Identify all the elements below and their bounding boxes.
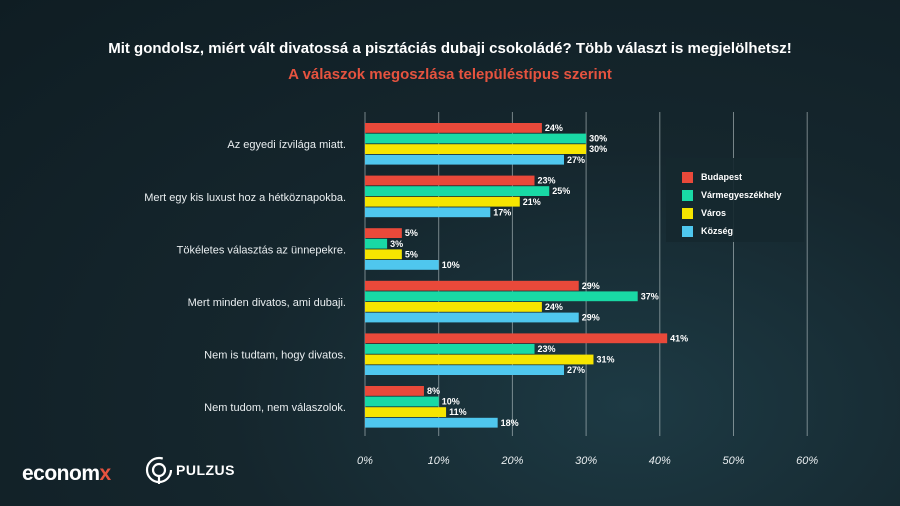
legend-item-varmegyeszekhely: Vármegyeszékhely (682, 188, 782, 202)
x-tick-label: 10% (428, 455, 450, 467)
x-tick-label: 20% (500, 455, 523, 467)
bar-vármegyeszékhely (365, 344, 535, 354)
data-label: 10% (442, 397, 460, 407)
data-label: 24% (545, 302, 563, 312)
chart-title: Mit gondolsz, miért vált divatossá a pis… (108, 40, 792, 57)
pulzus-logo: PULZUS (144, 455, 235, 485)
x-tick-label: 60% (796, 455, 818, 467)
data-label: 23% (538, 344, 556, 354)
data-label: 3% (390, 239, 403, 249)
category-label: Mert minden divatos, ami dubaji. (188, 297, 346, 309)
bar-város (365, 196, 520, 207)
data-label: 30% (589, 134, 607, 144)
pulzus-logo-text: PULZUS (176, 462, 235, 478)
legend-item-varos: Város (682, 206, 726, 220)
data-label: 5% (405, 228, 418, 238)
bar-község (365, 207, 491, 218)
bar-város (365, 249, 402, 260)
bar-község (365, 417, 498, 428)
bar-vármegyeszékhely (365, 291, 638, 302)
legend-item-kozseg: Község (682, 224, 733, 238)
legend-item-budapest: Budapest (682, 170, 742, 184)
x-tick-label: 30% (575, 455, 597, 467)
economx-logo-x: x (99, 462, 112, 485)
legend-label-varmegyeszekhely: Vármegyeszékhely (701, 190, 782, 200)
bar-budapest (365, 228, 402, 238)
x-tick-label: 40% (649, 455, 671, 467)
data-label: 41% (670, 333, 688, 343)
chart-subtitle: A válaszok megoszlása településtípus sze… (288, 66, 612, 83)
data-label: 27% (567, 155, 585, 165)
legend-label-budapest: Budapest (701, 172, 743, 182)
category-label: Nem tudom, nem válaszolok. (204, 402, 346, 414)
bar-budapest (365, 386, 424, 396)
category-label: Tökéletes választás az ünnepekre. (177, 244, 346, 256)
category-label: Nem is tudtam, hogy divatos. (204, 350, 346, 362)
data-label: 29% (582, 313, 600, 323)
bar-vármegyeszékhely (365, 396, 439, 407)
data-label: 21% (523, 197, 541, 207)
data-label: 5% (405, 249, 418, 259)
data-label: 29% (582, 281, 600, 291)
economx-logo: economx (22, 462, 111, 486)
legend-label-kozseg: Község (701, 226, 734, 236)
bar-község (365, 312, 579, 323)
data-label: 23% (538, 176, 556, 186)
data-label: 18% (501, 418, 519, 428)
bar-város (365, 354, 594, 365)
data-label: 8% (427, 386, 440, 396)
bar-város (365, 407, 447, 417)
data-label: 17% (493, 207, 511, 217)
data-label: 10% (442, 260, 460, 270)
x-tick-label: 0% (357, 455, 373, 467)
pulzus-logo-icon (145, 456, 173, 484)
data-label: 25% (552, 186, 570, 196)
bar-város (365, 302, 542, 312)
bar-vármegyeszékhely (365, 133, 587, 144)
data-label: 24% (545, 123, 563, 133)
data-label: 27% (567, 365, 585, 375)
legend-swatch-kozseg (682, 225, 693, 237)
bar-budapest (365, 123, 542, 133)
legend-swatch-varos (682, 207, 693, 219)
bar-vármegyeszékhely (365, 186, 550, 196)
category-label: Mert egy kis luxust hoz a hétköznapokba. (144, 192, 346, 204)
legend-swatch-budapest (682, 171, 693, 183)
chart-legend: Budapest Vármegyeszékhely Város Község (666, 158, 804, 242)
x-tick-label: 50% (722, 455, 744, 467)
bar-község (365, 260, 439, 270)
category-label: Az egyedi ízvilága miatt. (227, 139, 346, 151)
data-label: 30% (589, 144, 607, 154)
bar-budapest (365, 280, 579, 291)
bar-budapest (365, 175, 535, 186)
bar-vármegyeszékhely (365, 238, 388, 249)
bar-város (365, 144, 587, 154)
bar-község (365, 365, 564, 375)
data-label: 11% (449, 407, 467, 417)
economx-logo-text: econom (22, 462, 100, 485)
data-label: 31% (596, 355, 614, 365)
legend-swatch-varmegyeszekhely (682, 189, 693, 201)
data-label: 37% (641, 291, 659, 301)
bar-budapest (365, 333, 668, 344)
bar-község (365, 154, 564, 165)
legend-label-varos: Város (701, 208, 727, 218)
